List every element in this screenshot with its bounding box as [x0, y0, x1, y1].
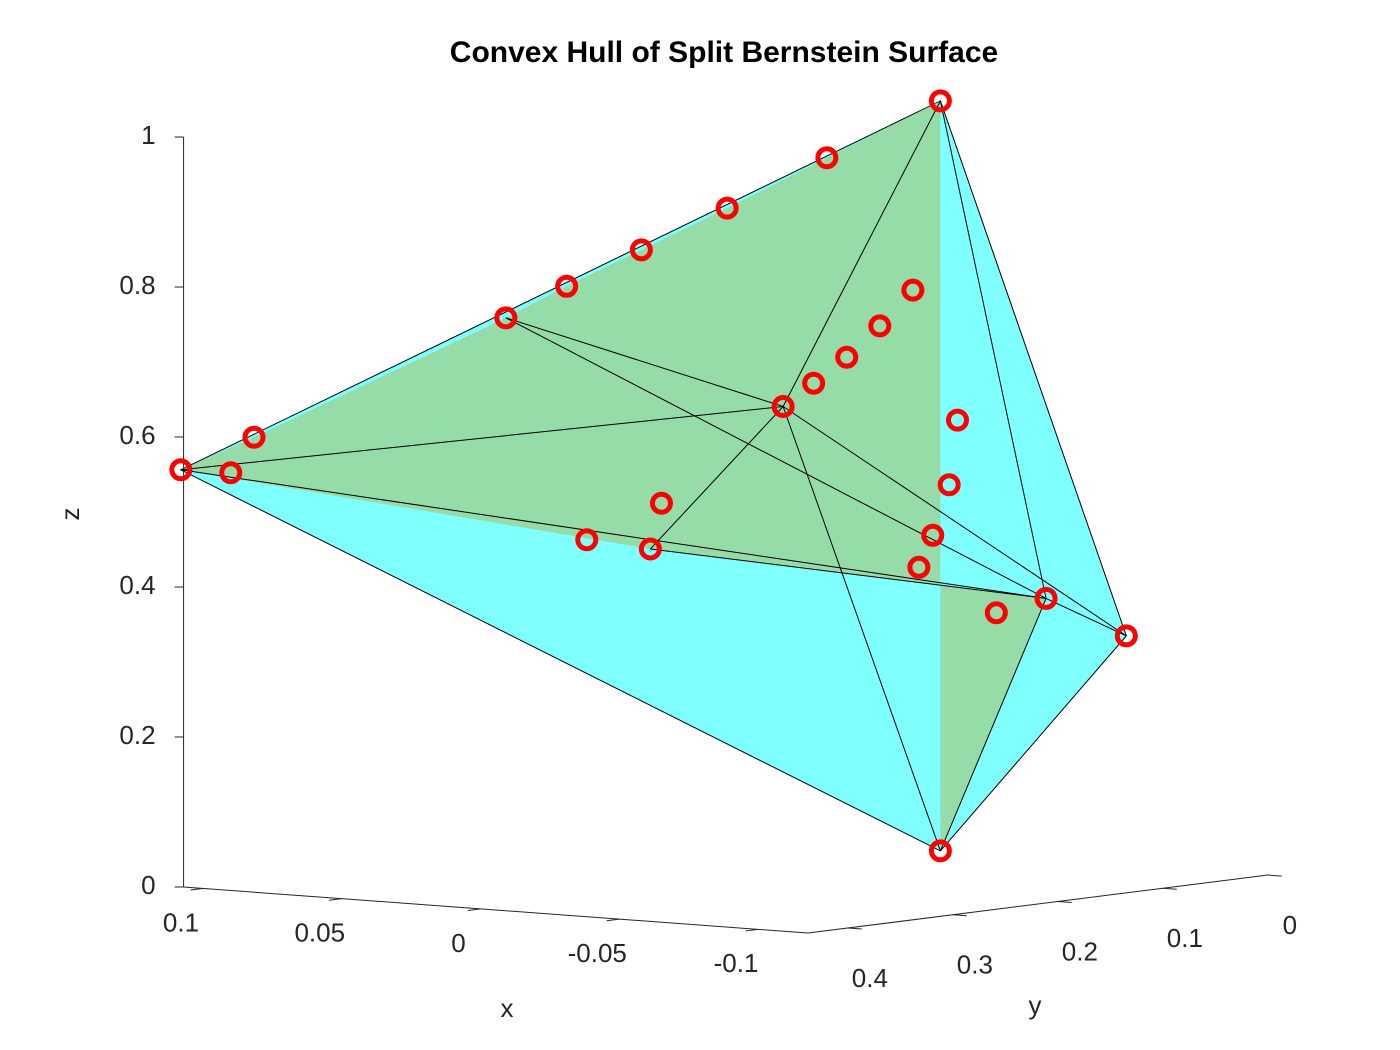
control-point [802, 371, 826, 395]
control-point [1114, 624, 1138, 648]
hull-edge [782, 406, 941, 852]
z-tick-label: 1 [141, 120, 155, 150]
chart-title: Convex Hull of Split Bernstein Surface [450, 36, 998, 69]
x-tick [745, 928, 759, 932]
hull-edge [650, 406, 784, 550]
control-point [1034, 586, 1058, 610]
hull-edge [782, 100, 941, 407]
x-axis-label: x [501, 993, 514, 1023]
z-tick-label: 0.6 [119, 420, 155, 450]
y-axis [807, 874, 1268, 934]
control-point [629, 238, 653, 262]
control-point [928, 839, 952, 863]
control-point [984, 601, 1008, 625]
hull-edge [939, 598, 1047, 852]
y-tick [1267, 874, 1282, 877]
control-point [715, 196, 739, 220]
x-tick-label: -0.05 [568, 938, 627, 968]
control-point [921, 523, 945, 547]
control-point [638, 537, 662, 561]
hull-edge [505, 317, 1047, 599]
y-tick-label: 0.3 [957, 950, 993, 980]
z-tick-label: 0.2 [119, 720, 155, 750]
x-tick [467, 908, 481, 911]
y-tick [1057, 901, 1072, 904]
y-tick [1162, 887, 1177, 890]
control-point [901, 278, 925, 302]
x-tick-label: 0.05 [294, 918, 345, 948]
z-axis-label: z [55, 508, 85, 521]
control-point [868, 314, 892, 338]
y-tick-label: 0 [1283, 910, 1297, 940]
surface [180, 100, 1047, 851]
y-tick-label: 0.2 [1062, 936, 1098, 966]
hull-edge [1045, 597, 1127, 637]
y-tick-label: 0.4 [852, 963, 888, 993]
control-point [242, 425, 266, 449]
control-point [946, 408, 969, 432]
x-tick [329, 898, 342, 901]
hull-edge [782, 406, 1127, 637]
x-tick-label: 0.1 [163, 907, 199, 937]
control-point [835, 345, 859, 369]
control-point [649, 491, 673, 515]
hull-edge [650, 548, 1047, 599]
z-tick-label: 0 [141, 870, 155, 900]
x-tick [190, 887, 204, 891]
control-point [169, 458, 193, 482]
control-point [815, 146, 839, 170]
control-point [771, 395, 795, 419]
x-tick [606, 918, 620, 922]
x-axis [183, 886, 808, 934]
control-point [219, 461, 243, 485]
hull-edge [180, 406, 784, 471]
x-tick-label: -0.1 [714, 948, 759, 978]
y-axis-label: y [1029, 990, 1042, 1020]
z-tick-label: 0.4 [119, 570, 155, 600]
hull-edge [505, 317, 784, 407]
control-point [494, 306, 518, 330]
control-point [907, 555, 931, 579]
y-tick [847, 927, 862, 930]
x-tick-label: 0 [451, 928, 465, 958]
hull-edge [939, 100, 1047, 599]
z-tick-label: 0.8 [119, 270, 155, 300]
control-point [937, 473, 961, 497]
control-point [575, 528, 599, 552]
control-point [555, 274, 579, 298]
control-point [928, 89, 952, 113]
y-tick-label: 0.1 [1167, 923, 1203, 953]
y-tick [952, 914, 967, 917]
hull-edge [180, 469, 1047, 599]
